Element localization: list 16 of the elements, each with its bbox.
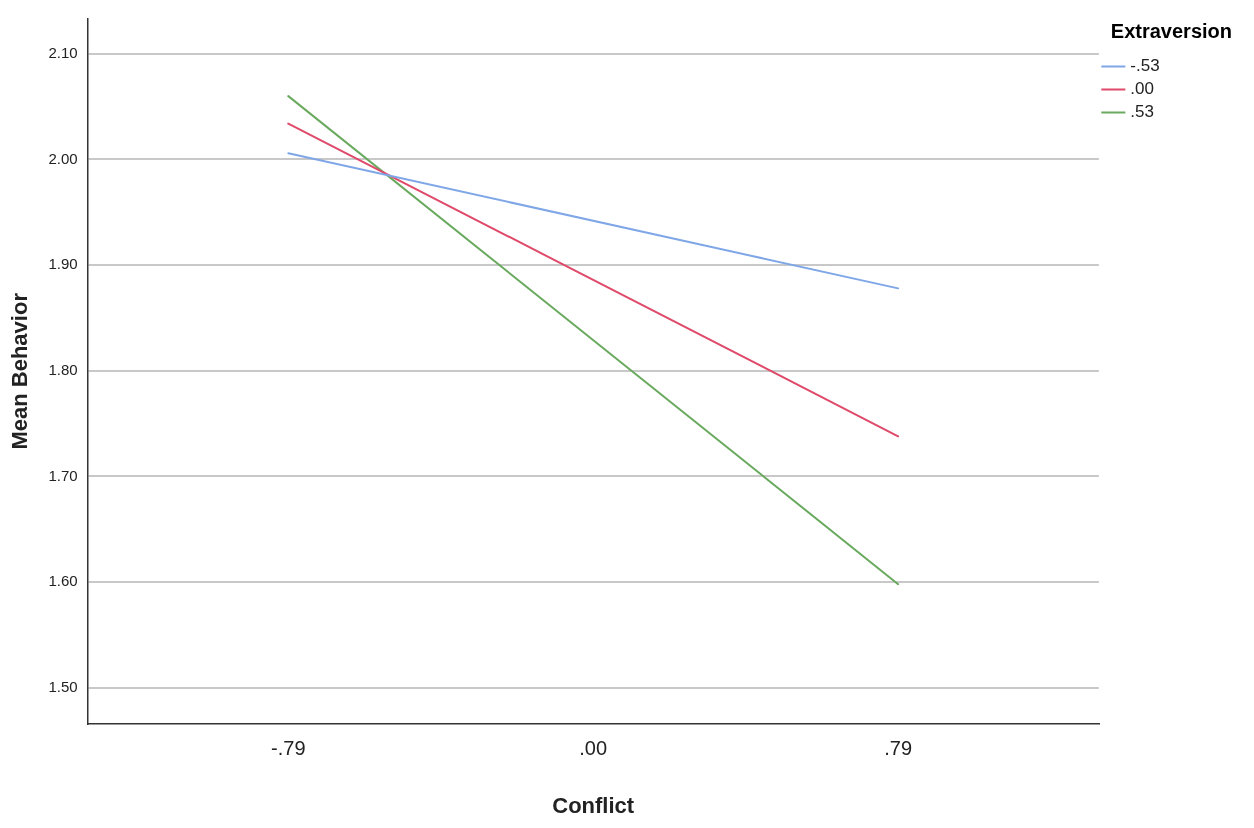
- x-axis-title: Conflict: [552, 792, 635, 818]
- x-tick-label: -.79: [271, 737, 306, 760]
- y-tick-label: 1.70: [48, 466, 78, 484]
- y-tick-label: 2.10: [48, 44, 78, 61]
- legend-label: .00: [1130, 79, 1154, 99]
- y-tick-label: 1.50: [48, 677, 78, 695]
- x-tick-label: .00: [579, 737, 608, 760]
- y-tick-label: 1.60: [48, 572, 78, 590]
- legend-label: .53: [1130, 102, 1154, 122]
- y-axis-title: Mean Behavior: [7, 292, 33, 450]
- y-tick-label: 1.80: [48, 360, 78, 378]
- y-tick-label: 2.00: [48, 149, 78, 167]
- legend-title: Extraversion: [1110, 19, 1232, 42]
- x-tick-label: .79: [884, 737, 913, 760]
- legend-label: -.53: [1130, 56, 1160, 76]
- y-tick-label: 1.90: [48, 255, 78, 273]
